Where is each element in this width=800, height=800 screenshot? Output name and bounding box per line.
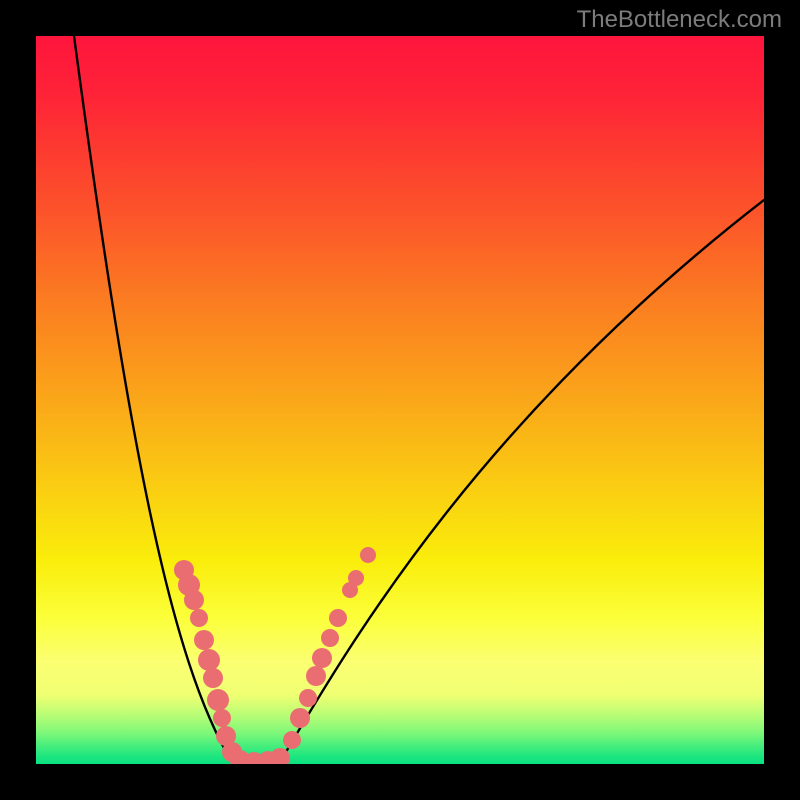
watermark-text: TheBottleneck.com [577, 6, 782, 34]
data-point [290, 708, 310, 728]
data-point [360, 547, 376, 563]
data-point [283, 731, 301, 749]
data-point [312, 648, 332, 668]
data-point [306, 666, 326, 686]
data-point [207, 689, 229, 711]
data-point [184, 590, 204, 610]
data-point [198, 649, 220, 671]
data-point [203, 668, 223, 688]
stage: { "canvas": { "width": 800, "height": 80… [0, 0, 800, 800]
data-point [321, 629, 339, 647]
data-point [194, 630, 214, 650]
plot-area [34, 34, 766, 766]
gradient-background [36, 36, 764, 764]
data-point [299, 689, 317, 707]
data-point [213, 709, 231, 727]
data-point [348, 570, 364, 586]
bottleneck-curve-chart [36, 36, 764, 764]
data-point [329, 609, 347, 627]
data-point [190, 609, 208, 627]
